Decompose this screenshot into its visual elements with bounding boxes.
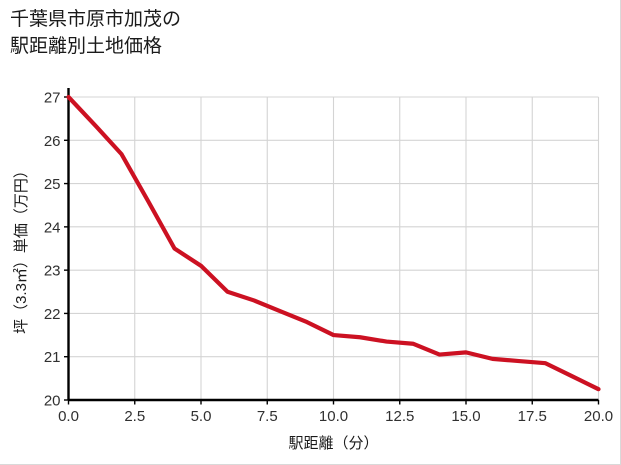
x-tick-label: 10.0 [319, 408, 348, 425]
x-tick-label: 2.5 [124, 408, 145, 425]
vertical-gridlines [67, 97, 600, 400]
x-tick-label: 15.0 [451, 408, 480, 425]
y-tick-label: 22 [44, 306, 61, 323]
x-tick-label: 20.0 [584, 408, 613, 425]
x-axis-title: 駅距離（分） [288, 434, 378, 452]
y-axis-tick-labels: 20 21 22 23 24 25 26 27 [44, 90, 61, 410]
x-tick-label: 5.0 [191, 408, 212, 425]
page-title: 千葉県市原市加茂の 駅距離別土地価格 [10, 9, 182, 57]
x-tick-label: 7.5 [257, 408, 278, 425]
y-tick-label: 20 [44, 393, 61, 410]
x-tick-label: 17.5 [518, 408, 547, 425]
y-tick-label: 27 [44, 90, 61, 107]
data-series-line [66, 94, 601, 392]
x-tick-label: 0.0 [58, 408, 79, 425]
y-tick-label: 23 [44, 263, 61, 280]
x-axis-tick-labels: 0.0 2.5 5.0 7.5 10.0 12.5 15.0 17.5 20.0 [58, 408, 613, 425]
y-tick-label: 24 [44, 219, 61, 236]
y-axis-title: 坪（3.3㎡）単価（万円） [13, 163, 30, 334]
x-tick-label: 12.5 [385, 408, 414, 425]
y-tick-label: 25 [44, 176, 61, 193]
y-tick-label: 26 [44, 133, 61, 150]
y-tick-label: 21 [44, 349, 61, 366]
